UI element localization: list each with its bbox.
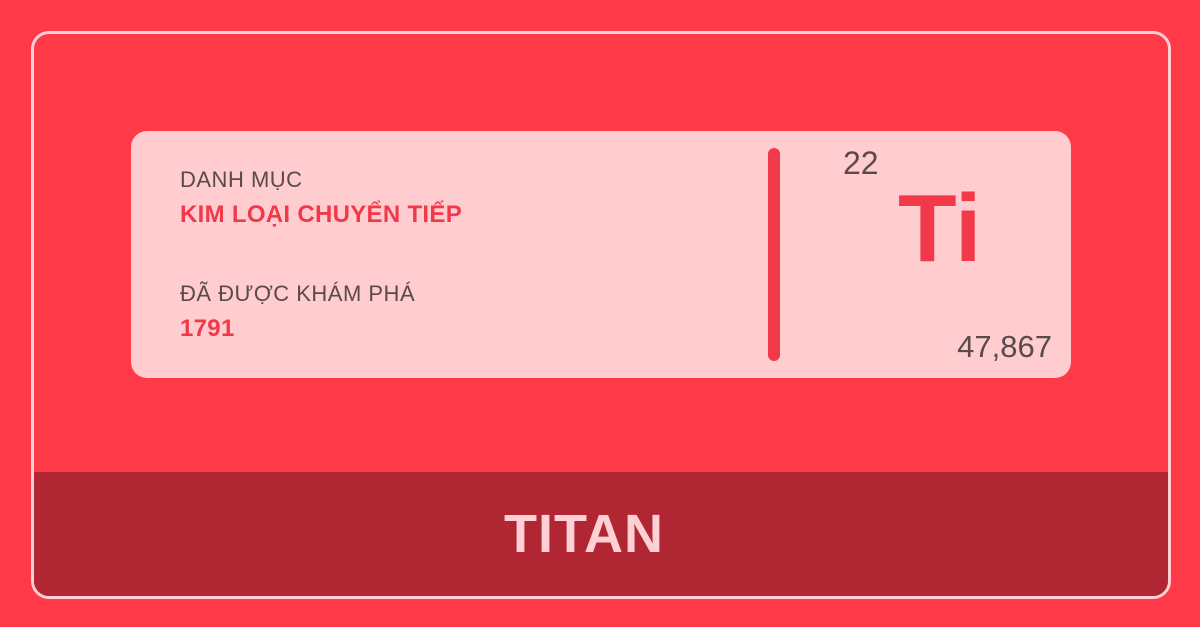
atomic-mass: 47,867: [957, 329, 1052, 364]
element-name: TITAN: [504, 504, 664, 564]
discovered-value: 1791: [180, 315, 235, 342]
category-value: KIM LOẠI CHUYỂN TIẾP: [180, 201, 463, 228]
discovered-label: ĐÃ ĐƯỢC KHÁM PHÁ: [180, 281, 416, 306]
atomic-number: 22: [843, 145, 879, 181]
element-card: DANH MỤC KIM LOẠI CHUYỂN TIẾP ĐÃ ĐƯỢC KH…: [131, 131, 1071, 378]
element-symbol: Ti: [898, 175, 982, 282]
element-frame: DANH MỤC KIM LOẠI CHUYỂN TIẾP ĐÃ ĐƯỢC KH…: [31, 31, 1171, 599]
vertical-divider: [768, 148, 780, 361]
footer-bar: TITAN: [34, 472, 1168, 596]
category-label: DANH MỤC: [180, 167, 303, 192]
